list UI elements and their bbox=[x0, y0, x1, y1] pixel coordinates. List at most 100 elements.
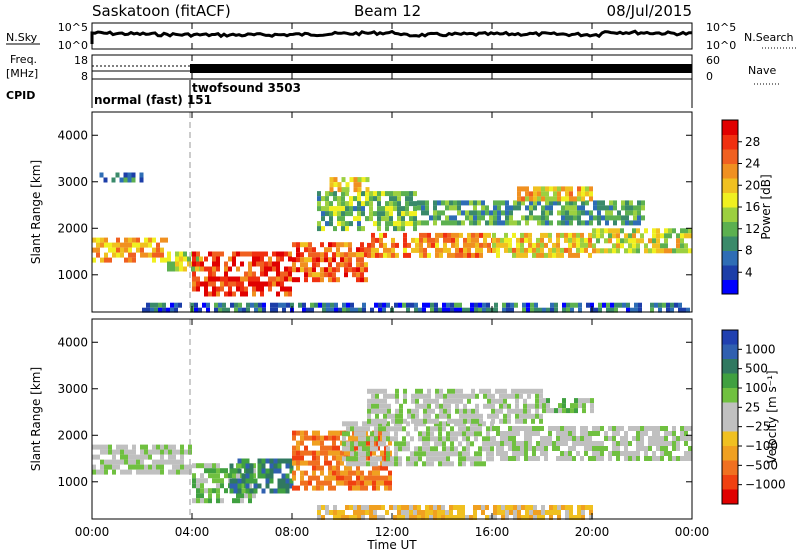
data-cell bbox=[289, 483, 294, 489]
data-cell bbox=[320, 267, 324, 273]
data-cell bbox=[409, 191, 413, 197]
data-cell bbox=[536, 237, 540, 243]
data-cell bbox=[598, 307, 602, 313]
data-cell bbox=[216, 266, 220, 272]
data-cell bbox=[486, 431, 490, 437]
data-cell bbox=[458, 426, 462, 432]
data-cell bbox=[180, 464, 184, 470]
data-cell bbox=[356, 262, 360, 268]
data-cell bbox=[652, 436, 656, 441]
data-cell bbox=[499, 393, 503, 399]
data-cell bbox=[140, 444, 144, 450]
data-cell bbox=[606, 302, 610, 308]
data-cell bbox=[457, 220, 461, 226]
data-cell bbox=[124, 444, 128, 450]
data-cell bbox=[680, 233, 684, 239]
data-cell bbox=[148, 237, 152, 243]
y-tick-label: 3000 bbox=[57, 175, 88, 189]
data-cell bbox=[265, 458, 270, 464]
data-cell bbox=[544, 252, 548, 258]
data-cell bbox=[524, 441, 528, 446]
data-cell bbox=[220, 276, 224, 282]
data-cell bbox=[406, 307, 410, 313]
data-cell bbox=[549, 510, 553, 515]
data-cell bbox=[386, 456, 390, 462]
data-cell bbox=[361, 177, 366, 183]
data-cell bbox=[640, 441, 644, 446]
data-cell bbox=[521, 515, 525, 520]
data-cell bbox=[487, 393, 491, 399]
data-cell bbox=[632, 456, 636, 461]
data-cell bbox=[387, 413, 391, 419]
data-cell bbox=[276, 281, 280, 287]
data-cell bbox=[368, 475, 372, 481]
data-cell bbox=[585, 186, 589, 192]
data-cell bbox=[496, 441, 500, 446]
data-cell bbox=[426, 446, 430, 452]
data-cell bbox=[278, 302, 282, 308]
data-cell bbox=[377, 201, 381, 207]
data-cell bbox=[614, 302, 618, 308]
data-cell bbox=[388, 470, 392, 476]
data-cell bbox=[104, 469, 108, 475]
data-cell bbox=[581, 210, 585, 216]
data-cell bbox=[463, 418, 467, 424]
data-cell bbox=[167, 266, 171, 272]
data-cell bbox=[390, 426, 394, 432]
data-cell bbox=[394, 436, 398, 442]
data-cell bbox=[196, 281, 200, 287]
power-colorbar-label: Power [dB] bbox=[759, 174, 773, 239]
data-cell bbox=[200, 488, 204, 494]
data-cell bbox=[508, 441, 512, 446]
data-cell bbox=[276, 256, 280, 262]
data-cell bbox=[443, 247, 447, 253]
data-cell bbox=[442, 456, 446, 462]
data-cell bbox=[594, 307, 598, 313]
data-cell bbox=[208, 468, 212, 474]
data-cell bbox=[100, 257, 104, 263]
data-cell bbox=[497, 205, 501, 211]
data-cell bbox=[652, 451, 656, 456]
data-cell bbox=[617, 215, 621, 221]
data-cell bbox=[616, 446, 620, 451]
data-cell bbox=[224, 261, 228, 267]
colorbar-tick-label: 4 bbox=[745, 265, 753, 279]
data-cell bbox=[447, 413, 451, 419]
data-cell bbox=[325, 510, 329, 515]
data-cell bbox=[386, 421, 390, 427]
data-cell bbox=[520, 252, 524, 258]
data-cell bbox=[470, 431, 474, 437]
data-cell bbox=[144, 464, 148, 470]
data-cell bbox=[437, 215, 441, 221]
data-cell bbox=[486, 446, 490, 452]
data-cell bbox=[196, 483, 200, 489]
data-cell bbox=[531, 413, 535, 419]
data-cell bbox=[445, 200, 449, 206]
data-cell bbox=[401, 510, 405, 515]
data-cell bbox=[427, 418, 431, 424]
data-cell bbox=[316, 455, 320, 461]
data-cell bbox=[419, 242, 423, 248]
data-cell bbox=[478, 302, 482, 308]
data-cell bbox=[216, 256, 220, 262]
data-cell bbox=[312, 247, 316, 253]
data-cell bbox=[454, 302, 458, 308]
data-cell bbox=[524, 436, 528, 441]
data-cell bbox=[545, 205, 549, 211]
data-cell bbox=[624, 248, 628, 254]
data-cell bbox=[597, 210, 601, 216]
data-cell bbox=[474, 461, 478, 467]
colorbar-tick-label: 1000 bbox=[745, 342, 776, 356]
data-cell bbox=[650, 302, 654, 308]
colorbar-tick-label: 12 bbox=[745, 222, 760, 236]
data-cell bbox=[520, 247, 524, 253]
data-cell bbox=[482, 421, 486, 427]
data-cell bbox=[486, 456, 490, 462]
data-cell bbox=[641, 215, 645, 221]
data-cell bbox=[426, 461, 430, 467]
data-cell bbox=[242, 307, 246, 313]
colorbar-swatch bbox=[722, 134, 738, 150]
data-cell bbox=[352, 470, 356, 476]
data-cell bbox=[434, 307, 438, 313]
data-cell bbox=[406, 421, 410, 427]
